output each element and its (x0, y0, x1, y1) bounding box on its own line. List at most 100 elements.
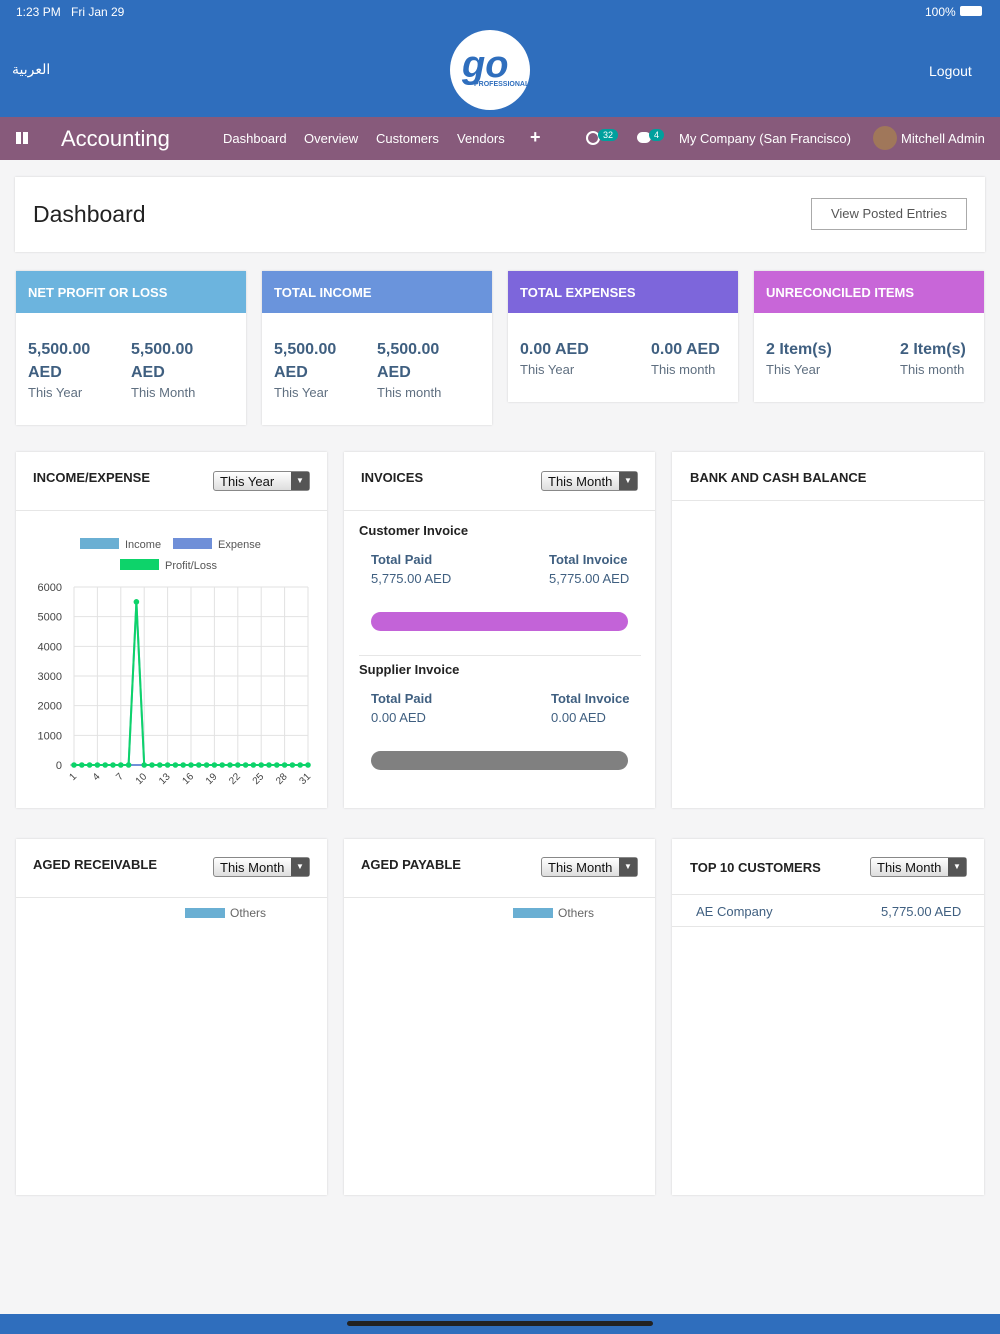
point (125, 762, 132, 768)
amount: 0.00 AED (371, 710, 426, 725)
point (250, 762, 257, 768)
point (297, 762, 304, 768)
x-tick-label: 10 (134, 771, 150, 787)
apps-icon[interactable] (16, 132, 28, 144)
point (110, 762, 116, 768)
top-customers-panel (672, 839, 984, 1195)
filter-select[interactable]: This Month (213, 857, 310, 877)
navbar (0, 117, 1000, 160)
point (258, 762, 264, 768)
y-tick-label: 5000 (38, 612, 62, 624)
filter-select[interactable]: This Month (541, 471, 638, 491)
point (79, 762, 85, 768)
card-period: This month (900, 362, 965, 377)
filter-select[interactable]: This Month (541, 857, 638, 877)
customer-amount: 5,775.00 AED (881, 904, 962, 919)
divider (344, 897, 655, 898)
legend-swatch (120, 559, 159, 570)
battery: 100% (925, 5, 956, 19)
panel-title: AGED RECEIVABLE (33, 857, 157, 872)
panel-title: INVOICES (361, 470, 424, 485)
logo-text: PROFESSIONAL (474, 81, 530, 88)
x-tick-label: 28 (274, 771, 290, 787)
page-title: Dashboard (33, 201, 146, 227)
point (141, 762, 147, 768)
company[interactable]: My Company (San Francisco) (679, 131, 851, 146)
customer-name[interactable]: AE Company (696, 904, 773, 919)
legend-label: Expense (218, 539, 261, 551)
point (118, 762, 124, 768)
y-tick-label: 6000 (38, 582, 62, 594)
point (133, 599, 140, 605)
divider (672, 926, 984, 927)
point (188, 762, 194, 768)
divider (672, 894, 984, 895)
user[interactable]: Mitchell Admin (901, 131, 985, 146)
card-header (754, 271, 984, 313)
point (94, 762, 101, 768)
x-tick-label: 7 (114, 771, 126, 783)
legend-label: Income (125, 539, 161, 551)
card-header (16, 271, 246, 313)
y-tick-label: 1000 (38, 730, 62, 742)
logout[interactable]: Logout (929, 63, 972, 79)
point (266, 762, 272, 768)
card-value: 5,500.00 AED (28, 341, 91, 381)
card-period: This month (651, 362, 716, 377)
legend-label: Others (230, 906, 267, 920)
legend-swatch (513, 908, 553, 918)
logo-mark: go (462, 44, 509, 86)
point (274, 762, 280, 768)
x-tick-label: 22 (227, 771, 243, 787)
point (164, 762, 171, 768)
app-name: Accounting (61, 126, 170, 151)
x-tick-label: 16 (180, 771, 196, 787)
income-expense-chart: 0 1000 2000 3000 4000 5000 6000 1 4 7 10 13 16 19 22 25… (38, 538, 313, 787)
y-tick-label: 2000 (38, 701, 62, 713)
amount: 5,775.00 AED (549, 571, 630, 586)
message-icon[interactable] (637, 132, 651, 143)
point (242, 762, 249, 768)
x-tick-label: 31 (297, 771, 313, 787)
point (149, 762, 155, 768)
panel-title: AGED PAYABLE (361, 857, 461, 872)
nav-item[interactable]: Vendors (457, 131, 505, 146)
point (305, 762, 311, 768)
point (289, 762, 296, 768)
x-tick-label: 25 (251, 771, 267, 787)
point (219, 762, 225, 768)
logo: go PROFESSIONAL (450, 30, 530, 110)
income-expense-panel (16, 452, 327, 808)
card-header (262, 271, 492, 313)
language[interactable]: العربية (12, 61, 51, 77)
nav-item[interactable]: + (530, 127, 541, 147)
section-heading: Supplier Invoice (359, 662, 460, 677)
nav-item[interactable]: Dashboard (223, 131, 287, 146)
divider (16, 897, 327, 898)
nav-item[interactable]: Customers (376, 131, 439, 146)
label: Total Paid (371, 552, 433, 567)
progress-bar (371, 751, 628, 770)
legend-swatch (80, 538, 119, 549)
x-tick-label: 13 (157, 771, 173, 787)
home-indicator (347, 1321, 653, 1326)
card-value: 2 Item(s) (900, 341, 966, 358)
card-title: NET PROFIT OR LOSS (28, 285, 168, 300)
point (196, 762, 202, 768)
card-header (508, 271, 738, 313)
avatar (873, 126, 897, 150)
activity-badge: 32 (598, 129, 619, 141)
filter-select[interactable]: This Year (213, 471, 310, 491)
point (235, 762, 241, 768)
legend-label: Profit/Loss (165, 560, 217, 572)
point (86, 762, 93, 768)
card-period: This Year (274, 385, 329, 400)
nav-item[interactable]: Overview (304, 131, 359, 146)
view-posted-button[interactable]: View Posted Entries (811, 198, 967, 230)
filter-select[interactable]: This Month (870, 857, 967, 877)
point (281, 762, 288, 768)
card-period: This Month (131, 385, 196, 400)
card-period: This Year (28, 385, 83, 400)
point (203, 762, 210, 768)
divider (359, 655, 641, 656)
